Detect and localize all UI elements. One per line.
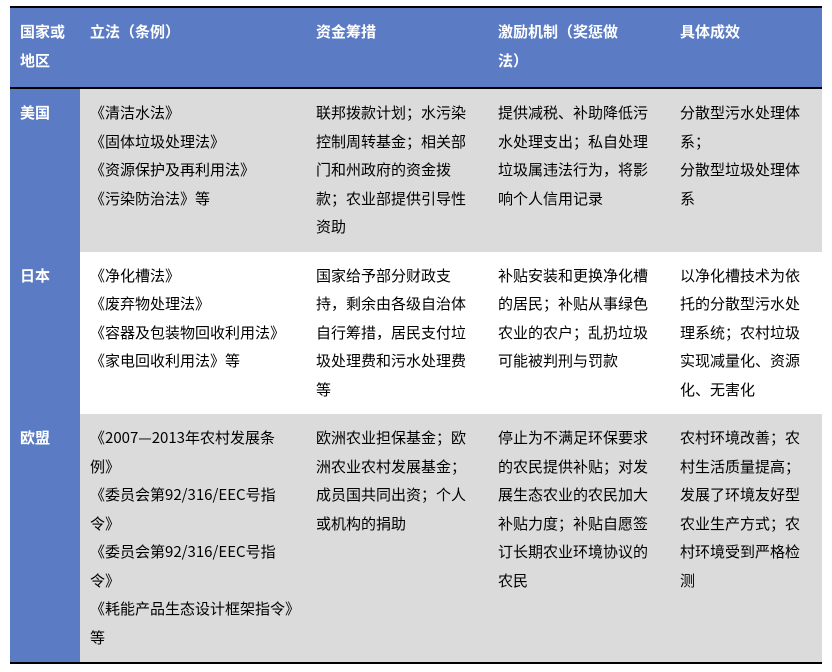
col-header-incentive-l1: 激励机制（奖惩做 [498, 18, 660, 47]
cell-funding: 国家给予部分财政支持，剩余由各级自治体自行筹措，居民支付垃圾处理费和污水处理费等 [306, 252, 488, 415]
col-header-legislation-l1: 立法（条例） [90, 18, 296, 47]
table-row: 日本 《净化槽法》 《废弃物处理法》 《容器及包装物回收利用法》 《家电回收利用… [10, 252, 822, 415]
col-header-outcome-l1: 具体成效 [680, 18, 812, 47]
cell-outcome: 分散型污水处理体系； 分散型垃圾处理体系 [670, 88, 822, 252]
legislation-item: 《净化槽法》 [90, 262, 296, 291]
legislation-item: 《固体垃圾处理法》 [90, 128, 296, 157]
cell-region: 日本 [10, 252, 80, 415]
header-row: 国家或 地区 立法（条例） 资金筹措 激励机制（奖惩做 法） 具体成效 [10, 7, 822, 88]
legislation-item: 《耗能产品生态设计框架指令》等 [90, 595, 296, 652]
col-header-incentive: 激励机制（奖惩做 法） [488, 7, 670, 88]
col-header-outcome: 具体成效 [670, 7, 822, 88]
col-header-region-l1: 国家或 [20, 18, 70, 47]
cell-incentive: 提供减税、补助降低污水处理支出；私自处理垃圾属违法行为，将影响个人信用记录 [488, 88, 670, 252]
table-head: 国家或 地区 立法（条例） 资金筹措 激励机制（奖惩做 法） 具体成效 [10, 7, 822, 88]
cell-region: 美国 [10, 88, 80, 252]
cell-funding: 欧洲农业担保基金；欧洲农业农村发展基金；成员国共同出资；个人或机构的捐助 [306, 414, 488, 663]
cell-legislation: 《清洁水法》 《固体垃圾处理法》 《资源保护及再利用法》 《污染防治法》等 [80, 88, 306, 252]
cell-funding: 联邦拨款计划；水污染控制周转基金；相关部门和州政府的资金拨款；农业部提供引导性资… [306, 88, 488, 252]
col-header-legislation: 立法（条例） [80, 7, 306, 88]
cell-region: 欧盟 [10, 414, 80, 663]
cell-incentive: 停止为不满足环保要求的农民提供补贴；对发展生态农业的农民加大补贴力度；补贴自愿签… [488, 414, 670, 663]
table-container: 国家或 地区 立法（条例） 资金筹措 激励机制（奖惩做 法） 具体成效 [0, 0, 832, 672]
table-row: 欧盟 《2007—2013年农村发展条例》 《委员会第92/316/EEC号指令… [10, 414, 822, 663]
legislation-item: 《容器及包装物回收利用法》 [90, 319, 296, 348]
cell-legislation: 《净化槽法》 《废弃物处理法》 《容器及包装物回收利用法》 《家电回收利用法》等 [80, 252, 306, 415]
cell-incentive: 补贴安装和更换净化槽的居民；补贴从事绿色农业的农户；乱扔垃圾可能被判刑与罚款 [488, 252, 670, 415]
legislation-item: 《资源保护及再利用法》 [90, 156, 296, 185]
cell-outcome: 农村环境改善；农村生活质量提高；发展了环境友好型农业生产方式；农村环境受到严格检… [670, 414, 822, 663]
cell-legislation: 《2007—2013年农村发展条例》 《委员会第92/316/EEC号指令》 《… [80, 414, 306, 663]
col-header-incentive-l2: 法） [498, 47, 660, 76]
legislation-item: 《污染防治法》等 [90, 185, 296, 214]
col-header-region-l2: 地区 [20, 47, 70, 76]
legislation-item: 《委员会第92/316/EEC号指令》 [90, 538, 296, 595]
legislation-item: 《废弃物处理法》 [90, 290, 296, 319]
table-body: 美国 《清洁水法》 《固体垃圾处理法》 《资源保护及再利用法》 《污染防治法》等… [10, 88, 822, 663]
legislation-item: 《清洁水法》 [90, 99, 296, 128]
policy-table: 国家或 地区 立法（条例） 资金筹措 激励机制（奖惩做 法） 具体成效 [10, 6, 822, 664]
table-row: 美国 《清洁水法》 《固体垃圾处理法》 《资源保护及再利用法》 《污染防治法》等… [10, 88, 822, 252]
cell-outcome: 以净化槽技术为依托的分散型污水处理系统；农村垃圾实现减量化、资源化、无害化 [670, 252, 822, 415]
legislation-item: 《家电回收利用法》等 [90, 347, 296, 376]
legislation-item: 《委员会第92/316/EEC号指令》 [90, 481, 296, 538]
legislation-item: 《2007—2013年农村发展条例》 [90, 424, 296, 481]
col-header-region: 国家或 地区 [10, 7, 80, 88]
col-header-funding: 资金筹措 [306, 7, 488, 88]
col-header-funding-l1: 资金筹措 [316, 18, 478, 47]
